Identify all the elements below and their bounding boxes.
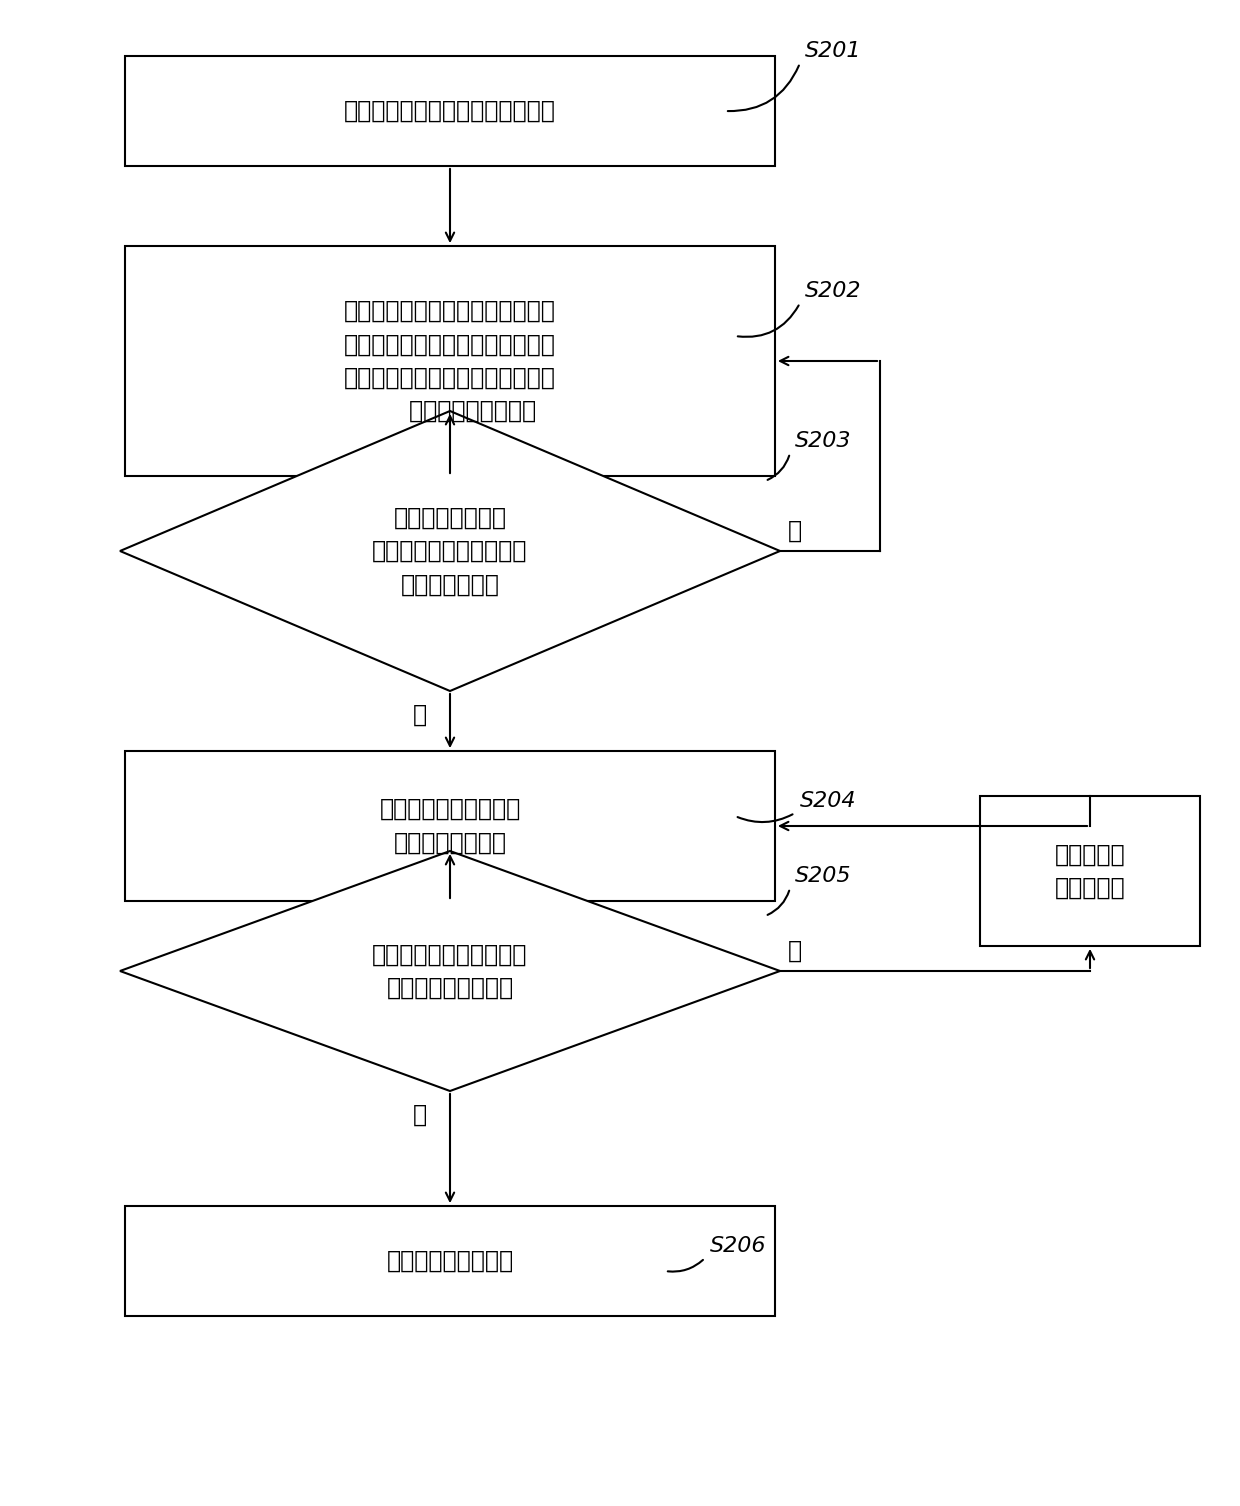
Text: 油基钻井液转换完成: 油基钻井液转换完成: [387, 1248, 513, 1273]
FancyArrowPatch shape: [668, 1261, 703, 1271]
Text: 测定配制的油基钻井液的破乳电压: 测定配制的油基钻井液的破乳电压: [343, 99, 556, 123]
Text: 是: 是: [413, 703, 427, 727]
Polygon shape: [120, 411, 780, 691]
Bar: [125, 245, 775, 476]
FancyArrowPatch shape: [738, 815, 792, 822]
FancyArrowPatch shape: [768, 890, 789, 916]
Text: S205: S205: [795, 866, 852, 886]
Bar: [125, 1206, 775, 1316]
Text: S201: S201: [805, 41, 862, 62]
Bar: [125, 751, 775, 901]
FancyArrowPatch shape: [768, 456, 789, 480]
Text: 油基钻井液
转换未完成: 油基钻井液 转换未完成: [1055, 842, 1126, 899]
Text: S206: S206: [711, 1236, 766, 1256]
Bar: [125, 56, 775, 166]
Text: 破乳电压的检测值是否大
于第二预设参数阈值: 破乳电压的检测值是否大 于第二预设参数阈值: [372, 943, 528, 1000]
Text: 每隔第二预设时长检测
反出液的破乳电压: 每隔第二预设时长检测 反出液的破乳电压: [379, 797, 521, 855]
Text: 否: 否: [787, 940, 802, 962]
FancyArrowPatch shape: [738, 306, 799, 337]
Polygon shape: [120, 851, 780, 1090]
Bar: [980, 797, 1200, 946]
Text: 破乳电压的检测值
与检测值的初始值之差是
否大于预设差值: 破乳电压的检测值 与检测值的初始值之差是 否大于预设差值: [372, 506, 528, 596]
Text: S204: S204: [800, 791, 857, 812]
FancyArrowPatch shape: [728, 66, 799, 111]
Text: S203: S203: [795, 431, 852, 450]
Text: 否: 否: [787, 520, 802, 544]
Text: 向钻井液循环系统中泵入油基钻井
液，并在泵入的过程中每隔第一预
设时长检测返出液的破乳电压，得
      到破乳电压的检测值: 向钻井液循环系统中泵入油基钻井 液，并在泵入的过程中每隔第一预 设时长检测返出液…: [343, 298, 556, 423]
Text: 是: 是: [413, 1102, 427, 1126]
Text: S202: S202: [805, 282, 862, 301]
